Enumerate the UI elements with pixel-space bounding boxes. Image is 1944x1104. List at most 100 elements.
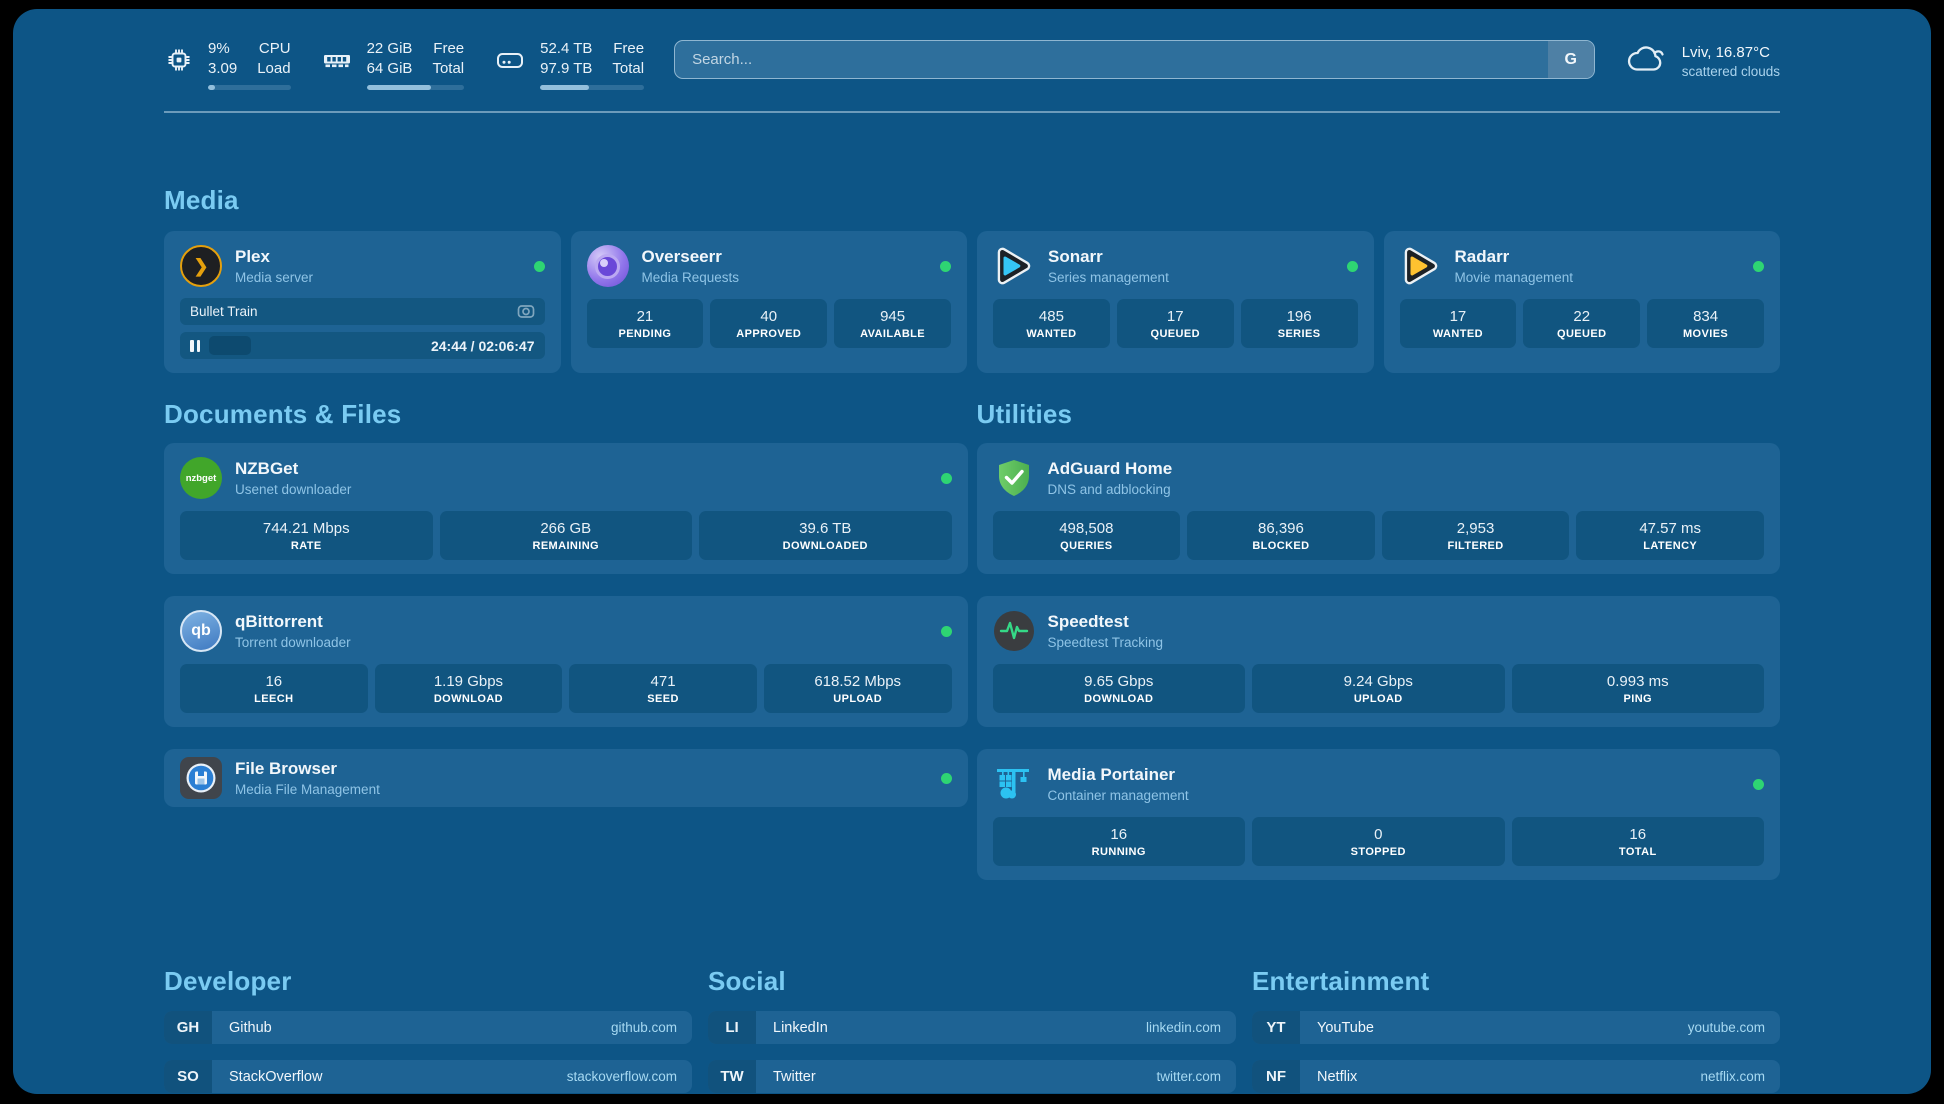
card-title: Sonarr <box>1048 247 1103 266</box>
bookmark-stackoverflow[interactable]: SO StackOverflow stackoverflow.com <box>164 1060 692 1093</box>
bookmark-netflix[interactable]: NF Netflix netflix.com <box>1252 1060 1780 1093</box>
bookmark-abbr: SO <box>164 1060 212 1093</box>
radarr-icon <box>1400 245 1442 287</box>
stat-tile: 17 WANTED <box>1399 299 1517 348</box>
stat-tile: 2,953 FILTERED <box>1381 511 1570 560</box>
card-speedtest[interactable]: Speedtest Speedtest Tracking 9.65 Gbps D… <box>976 596 1780 727</box>
card-nzbget[interactable]: nzbget NZBGet Usenet downloader 744.21 M… <box>164 443 968 574</box>
bookmark-name: Github <box>229 1019 272 1036</box>
stat-tile: 9.24 Gbps UPLOAD <box>1252 664 1505 713</box>
card-plex[interactable]: ❯ Plex Media server Bullet Train <box>164 231 561 373</box>
cloud-icon <box>1625 41 1669 82</box>
stat-label: APPROVED <box>736 328 802 340</box>
memory-icon <box>321 45 353 90</box>
bookmark-group-entertainment: Entertainment YT YouTube youtube.com NF … <box>1252 966 1780 1094</box>
cpu-label: CPU <box>258 40 291 57</box>
bookmark-url: github.com <box>610 1020 677 1035</box>
stat-tile: 47.57 ms LATENCY <box>1576 511 1764 560</box>
disk-stat: 52.4 TB 97.9 TB Free Total <box>494 39 645 90</box>
stat-label: PENDING <box>618 328 672 340</box>
section-heading-media: Media <box>164 185 239 215</box>
stat-tile: 0 STOPPED <box>1252 817 1505 866</box>
stat-value: 2,953 <box>1456 520 1495 537</box>
stat-label: LEECH <box>254 693 294 705</box>
card-subtitle: Torrent downloader <box>235 635 351 650</box>
bookmark-url: stackoverflow.com <box>566 1069 677 1084</box>
stat-value: 0.993 ms <box>1606 673 1669 690</box>
bookmark-url: linkedin.com <box>1145 1020 1221 1035</box>
bookmark-url: netflix.com <box>1700 1069 1765 1084</box>
section-heading-documents: Documents & Files <box>164 399 402 429</box>
stat-label: QUEUED <box>1557 328 1607 340</box>
section-heading-utilities: Utilities <box>976 399 1073 429</box>
camera-icon[interactable] <box>517 303 535 320</box>
bookmark-group-developer: Developer GH Github github.com SO StackO… <box>164 966 692 1094</box>
cpu-progress-bar <box>208 85 291 90</box>
stat-value: 22 <box>1573 308 1591 325</box>
stat-value: 0 <box>1374 826 1383 843</box>
card-sonarr[interactable]: Sonarr Series management 485 WANTED 17 Q… <box>977 231 1374 373</box>
stat-label: WANTED <box>1432 328 1483 340</box>
status-dot <box>940 625 952 637</box>
card-filebrowser[interactable]: File Browser Media File Management <box>164 749 968 807</box>
weather-location-temp: Lviv, 16.87°C <box>1681 44 1770 61</box>
stat-tile: 1.19 Gbps DOWNLOAD <box>374 664 563 713</box>
bookmark-linkedin[interactable]: LI LinkedIn linkedin.com <box>708 1011 1236 1044</box>
section-heading-social: Social <box>708 966 786 996</box>
bookmark-youtube[interactable]: YT YouTube youtube.com <box>1252 1011 1780 1044</box>
topbar-divider <box>164 111 1780 113</box>
card-adguard[interactable]: AdGuard Home DNS and adblocking 498,508 … <box>976 443 1780 574</box>
memory-stat: 22 GiB 64 GiB Free Total <box>321 39 465 90</box>
stat-label: WANTED <box>1026 328 1077 340</box>
pause-icon[interactable] <box>190 339 200 352</box>
card-title: Media Portainer <box>1047 765 1176 784</box>
adguard-icon <box>993 457 1035 499</box>
stat-tile: 196 SERIES <box>1240 299 1358 348</box>
bookmark-github[interactable]: GH Github github.com <box>164 1011 692 1044</box>
stat-tile: 471 SEED <box>569 664 757 713</box>
bookmark-twitter[interactable]: TW Twitter twitter.com <box>708 1060 1236 1093</box>
stat-value: 744.21 Mbps <box>262 520 350 537</box>
card-portainer[interactable]: Media Portainer Container management 16 … <box>976 749 1780 880</box>
stat-value: 16 <box>1629 826 1647 843</box>
stat-value: 266 GB <box>540 520 592 537</box>
stat-value: 21 <box>636 308 654 325</box>
disk-progress-bar <box>540 85 645 90</box>
card-title: Radarr <box>1454 247 1510 266</box>
bookmark-url: youtube.com <box>1687 1020 1765 1035</box>
speedtest-icon <box>993 610 1035 652</box>
stat-value: 9.24 Gbps <box>1343 673 1413 690</box>
stat-value: 16 <box>265 673 283 690</box>
stat-tile: 0.993 ms PING <box>1511 664 1764 713</box>
stat-label: DOWNLOAD <box>433 693 504 705</box>
playback-progress-bar[interactable] <box>209 336 422 355</box>
card-qbittorrent[interactable]: qb qBittorrent Torrent downloader 16 LEE… <box>164 596 968 727</box>
memory-total-value: 64 GiB <box>366 59 413 77</box>
card-title: Speedtest <box>1047 612 1129 631</box>
search-input[interactable] <box>674 40 1595 79</box>
stat-value: 16 <box>1110 826 1128 843</box>
card-title: Plex <box>235 247 270 266</box>
card-title: AdGuard Home <box>1047 459 1173 478</box>
plex-icon: ❯ <box>180 245 222 287</box>
bookmark-abbr: YT <box>1252 1011 1300 1044</box>
status-dot <box>1346 260 1358 272</box>
disk-free-value: 52.4 TB <box>540 40 593 57</box>
cpu-stat: 9% 3.09 CPU Load <box>164 39 291 90</box>
card-title: qBittorrent <box>235 612 323 631</box>
card-subtitle: DNS and adblocking <box>1047 482 1171 497</box>
stat-label: DOWNLOAD <box>1084 693 1154 705</box>
card-radarr[interactable]: Radarr Movie management 17 WANTED 22 QUE… <box>1383 231 1780 373</box>
status-dot <box>533 260 545 272</box>
stat-value: 39.6 TB <box>799 520 852 537</box>
stat-label: PING <box>1623 693 1652 705</box>
stat-tile: 9.65 Gbps DOWNLOAD <box>992 664 1245 713</box>
search-engine-button[interactable]: G <box>1547 41 1594 78</box>
bookmark-group-social: Social LI LinkedIn linkedin.com TW Twitt… <box>708 966 1236 1094</box>
search-bar: G <box>674 40 1595 79</box>
stat-tile: 834 MOVIES <box>1647 299 1764 348</box>
card-overseerr[interactable]: Overseerr Media Requests 21 PENDING 40 A… <box>570 231 967 373</box>
weather-condition: scattered clouds <box>1681 64 1780 79</box>
qbittorrent-icon: qb <box>180 610 222 652</box>
card-subtitle: Series management <box>1048 270 1169 285</box>
